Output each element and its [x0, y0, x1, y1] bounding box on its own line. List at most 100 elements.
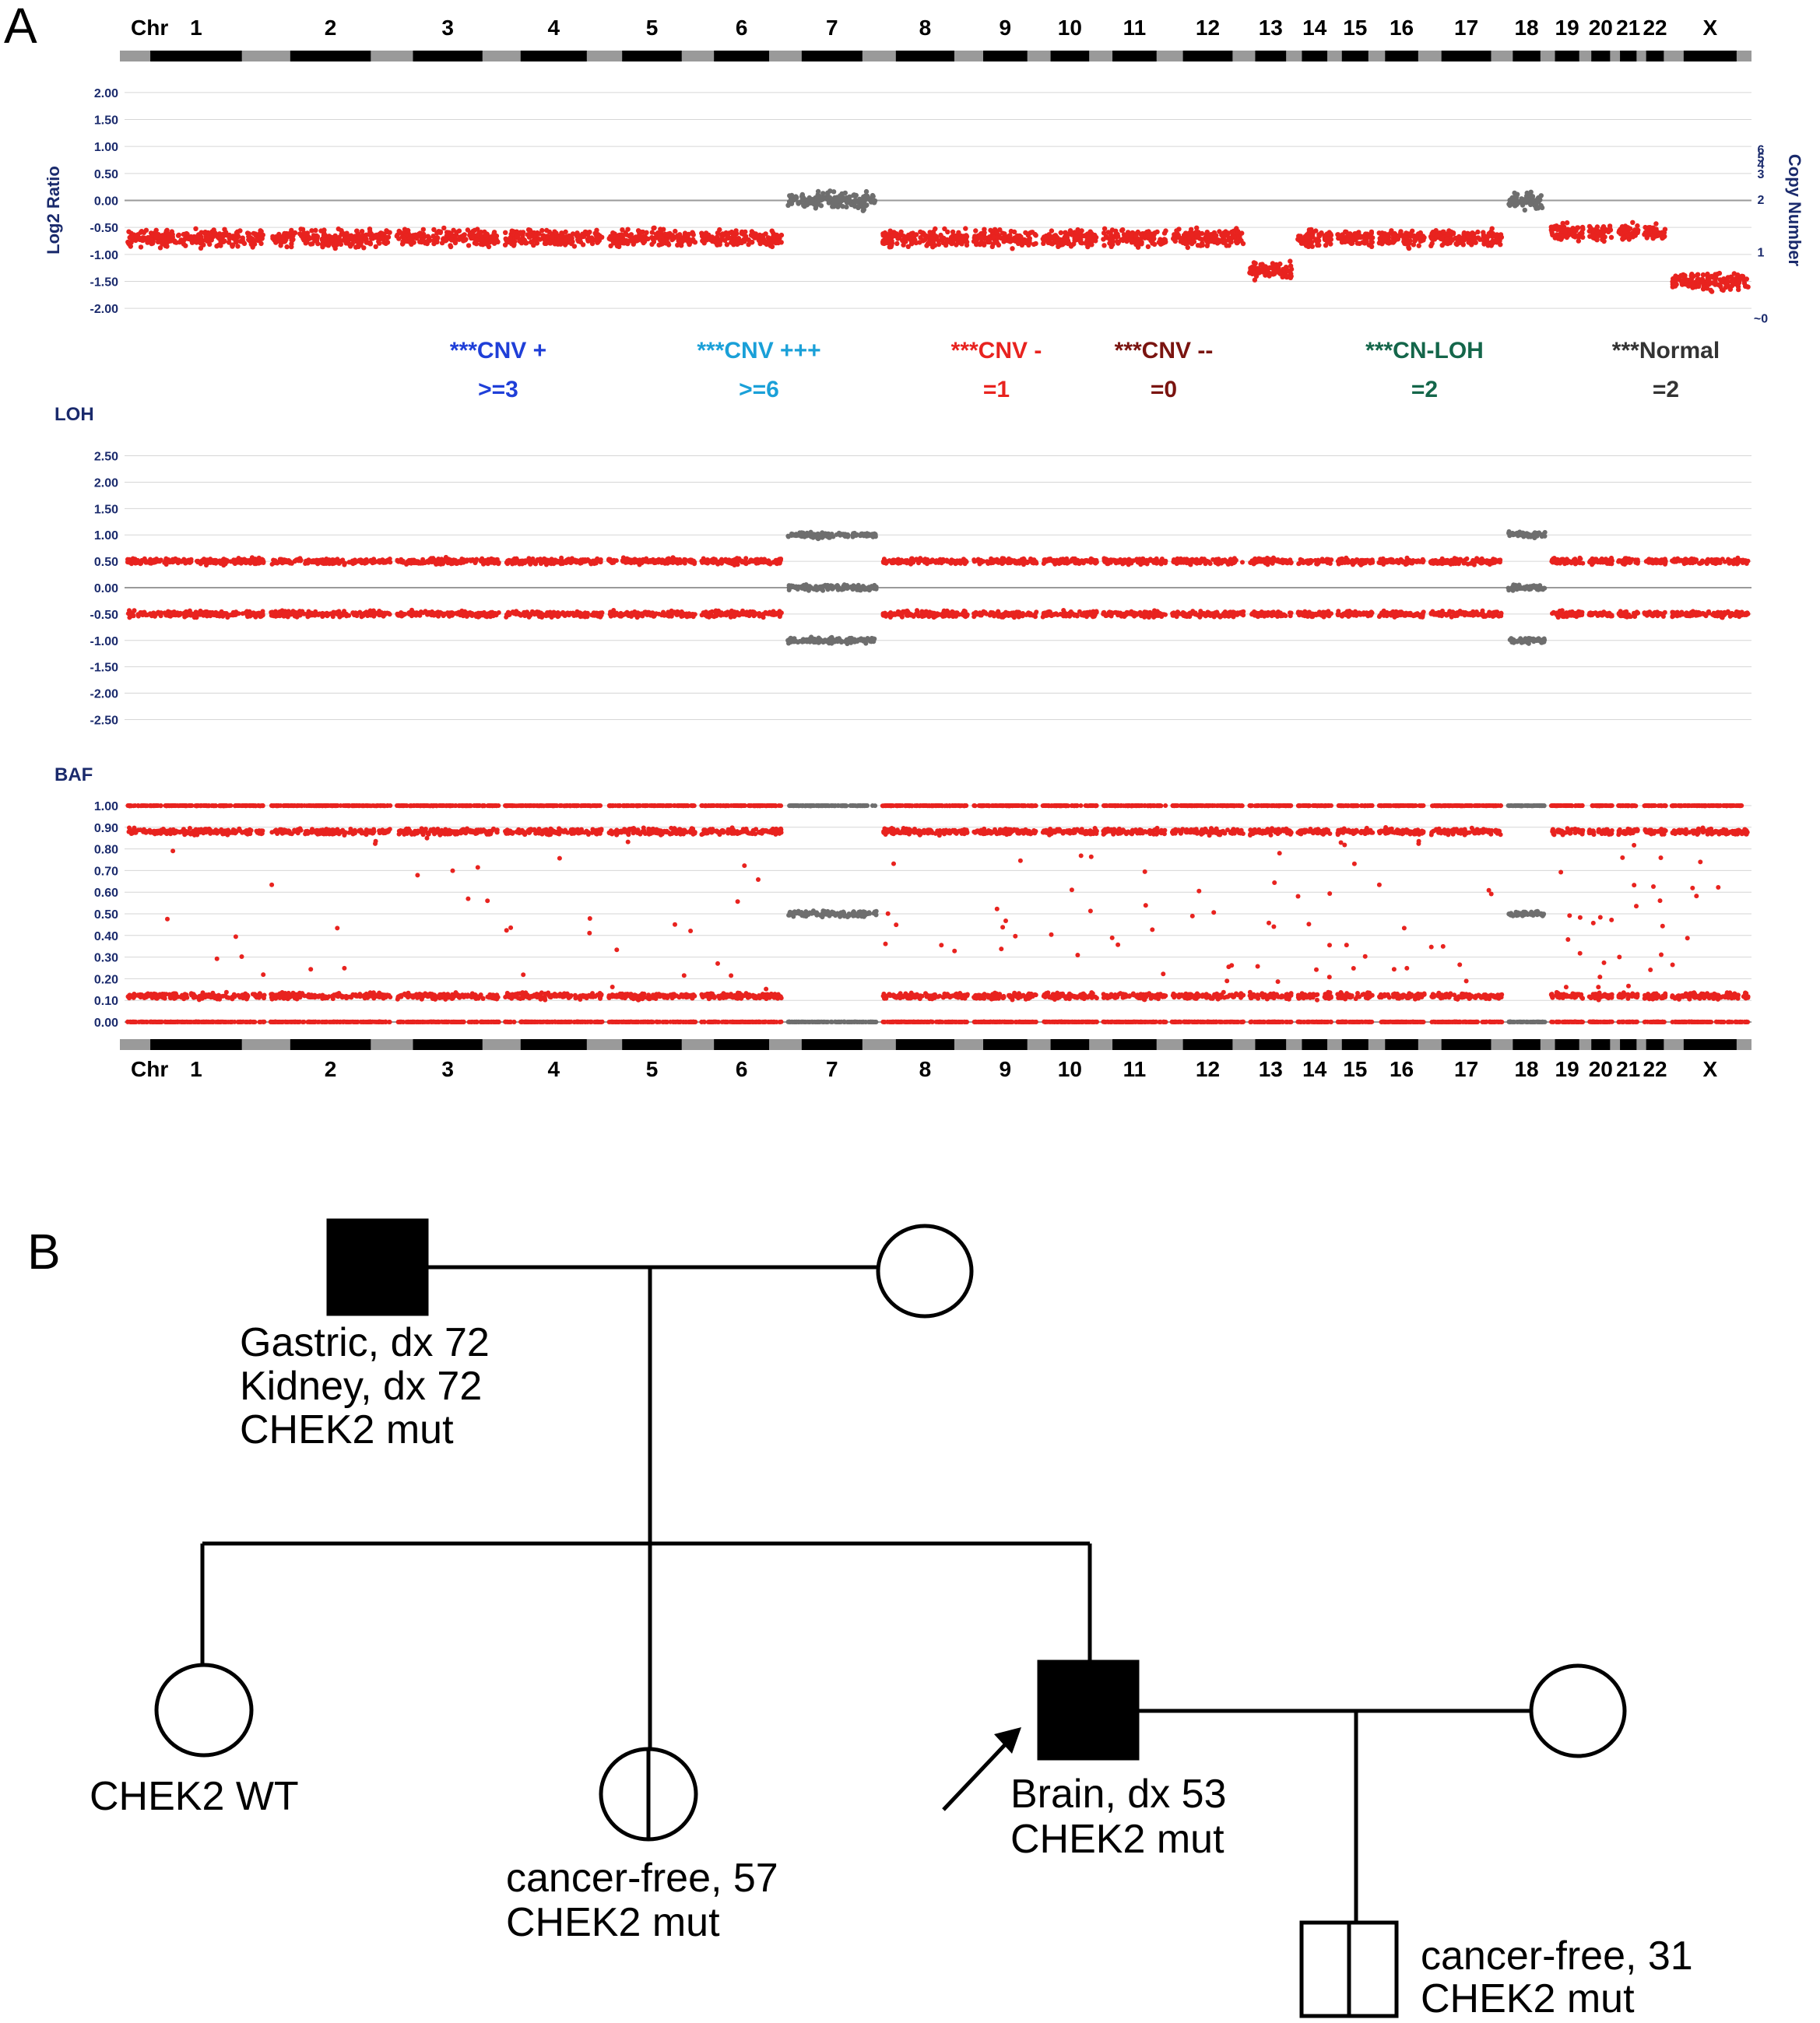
loh-point — [713, 613, 719, 618]
log2-point — [624, 232, 629, 237]
log2-ratio-panel: Log2 Ratio Copy Number 2.001.501.000.500… — [44, 87, 1804, 326]
log2-point — [139, 229, 145, 234]
top-chromosome-label: 12 — [1196, 16, 1220, 40]
log2-point — [1046, 232, 1052, 237]
log2-point — [1598, 233, 1604, 239]
log2-point — [1431, 230, 1436, 237]
log2-point — [1267, 273, 1272, 279]
log2-point — [468, 230, 473, 236]
loh-point — [312, 558, 318, 564]
log2-point — [361, 245, 367, 251]
loh-point — [680, 613, 686, 619]
bottom-chr-title: Chr — [131, 1057, 168, 1081]
log2-point — [1358, 234, 1365, 240]
loh-point — [381, 560, 386, 565]
log2-point — [615, 240, 620, 245]
log2-point — [1441, 229, 1446, 235]
loh-point — [652, 613, 656, 618]
loh-point — [281, 611, 286, 616]
log2-point — [1158, 238, 1164, 244]
log2-point — [1063, 237, 1069, 243]
log2-point — [181, 231, 187, 237]
loh-point — [739, 558, 744, 564]
log2-point — [193, 226, 199, 231]
log2-point — [563, 229, 568, 235]
loh-point — [125, 560, 130, 565]
log2-point — [620, 227, 625, 233]
log2-point — [1206, 234, 1211, 239]
log2-point — [1536, 195, 1541, 201]
log2-point — [578, 235, 583, 241]
log2-point — [1146, 229, 1151, 234]
log2-point — [303, 241, 308, 246]
top-chromosome-band — [714, 51, 770, 61]
log2-point — [336, 226, 341, 232]
log2-point — [1120, 227, 1126, 233]
log2-point — [1656, 231, 1662, 237]
loh-point — [444, 558, 449, 564]
log2-point — [166, 235, 171, 241]
loh-point — [135, 613, 141, 619]
log2-point — [364, 237, 369, 242]
loh-point — [259, 612, 265, 617]
log2-point — [150, 241, 156, 246]
loh-point — [719, 559, 725, 564]
log2-point — [1026, 242, 1031, 248]
log2-point — [1252, 270, 1257, 276]
log2-point — [1713, 279, 1718, 286]
loh-point — [144, 559, 149, 564]
legend-entry-label: ***Normal — [1612, 338, 1720, 364]
loh-point — [448, 559, 454, 564]
log2-point — [216, 236, 222, 241]
log2-point — [1460, 242, 1467, 248]
log2-point — [1189, 241, 1195, 247]
log2-point — [1512, 203, 1518, 209]
bottom-chromosome-label: 6 — [736, 1057, 748, 1081]
top-chromosome-band — [1555, 51, 1579, 61]
loh-point — [755, 557, 761, 562]
log2-point — [233, 233, 238, 239]
loh-point — [659, 557, 665, 563]
log2-point — [350, 236, 357, 242]
log2-point — [1139, 241, 1144, 247]
copy-number-tick-label: 6 — [1758, 144, 1765, 157]
log2-point — [155, 239, 161, 244]
bottom-chromosome-label: 7 — [826, 1057, 838, 1081]
legend-entry-threshold: >=3 — [478, 377, 518, 402]
log2-point — [769, 228, 775, 234]
log2-point — [248, 241, 254, 247]
log2-point — [687, 241, 692, 248]
log2-point — [1001, 236, 1007, 241]
loh-point — [659, 613, 664, 618]
log2-point — [1564, 234, 1570, 241]
log2-point — [138, 244, 144, 250]
log2-point — [1418, 234, 1424, 240]
loh-point — [578, 611, 583, 616]
log2-point — [1630, 220, 1636, 225]
log2-point — [258, 228, 263, 234]
log2-point — [466, 243, 472, 248]
log2-point — [157, 245, 163, 251]
log2-point — [1390, 233, 1397, 238]
log2-point — [763, 231, 768, 237]
log2-point — [719, 236, 724, 242]
log2-point — [1128, 237, 1133, 243]
loh-point — [591, 610, 596, 616]
loh-point — [544, 560, 550, 565]
bottom-chromosome-band — [622, 1039, 682, 1050]
log2-point — [1706, 278, 1712, 283]
log2-point — [417, 230, 423, 236]
log2-point — [1231, 235, 1237, 241]
loh-point — [677, 557, 683, 562]
top-chromosome-label: 15 — [1343, 16, 1367, 40]
log2-point — [359, 229, 365, 234]
log2-point — [1586, 228, 1593, 234]
loh-tick-label: 2.00 — [94, 476, 118, 490]
log2-point — [474, 237, 480, 244]
log2-point — [482, 241, 487, 247]
log2-point — [133, 234, 139, 239]
log2-point — [374, 232, 379, 238]
top-chromosome-label: 2 — [325, 16, 337, 40]
loh-point — [624, 560, 629, 565]
log2-point — [525, 227, 532, 233]
